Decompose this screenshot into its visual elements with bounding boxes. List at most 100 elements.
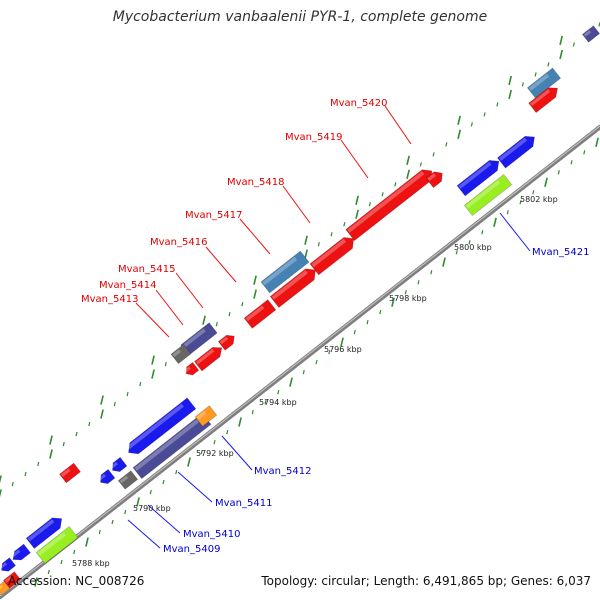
gene-gray-top[interactable]: [170, 343, 192, 365]
gene-mvan-5413[interactable]: [194, 343, 225, 372]
tick-upper-far: [100, 395, 104, 405]
tick-lower: [442, 257, 446, 267]
gene-lime-bottom[interactable]: [35, 526, 79, 564]
gene-labels-top: Mvan_5413 Mvan_5414 Mvan_5415 Mvan_5416 …: [81, 98, 387, 305]
tick-upper: [88, 421, 91, 427]
gene-mvan-5410[interactable]: [117, 470, 139, 490]
tick-upper: [330, 232, 333, 237]
tick-upper: [547, 62, 550, 67]
tick-lower: [595, 137, 599, 148]
tick-lower: [455, 250, 458, 255]
gene-red-top-right[interactable]: [528, 83, 562, 114]
tick-lower: [98, 529, 101, 535]
gene-red-left[interactable]: [59, 462, 81, 484]
tick-lower: [315, 360, 318, 365]
tick-lower: [149, 489, 152, 495]
tick-upper: [508, 89, 512, 100]
tick-lower: [506, 210, 509, 215]
gene-label-mvan-5410[interactable]: Mvan_5410: [183, 529, 240, 540]
gene-orange-bottom[interactable]: [0, 580, 11, 596]
tick-lower: [557, 170, 560, 175]
gene-label-mvan-5412[interactable]: Mvan_5412: [254, 466, 311, 477]
gene-label-mvan-5419[interactable]: Mvan_5419: [285, 132, 342, 143]
tick-upper: [445, 142, 448, 147]
tick-upper: [215, 322, 218, 327]
tick-upper-far: [406, 155, 410, 166]
tick-lower: [430, 270, 433, 275]
tick-upper-far: [253, 275, 257, 285]
tick-upper: [419, 162, 422, 167]
label-leader-lines: [127, 105, 531, 549]
tick-lower: [73, 549, 76, 555]
tick-upper: [304, 249, 308, 259]
tick-upper: [559, 49, 563, 60]
tick-upper: [534, 72, 537, 77]
gene-slate-corner[interactable]: [581, 25, 600, 43]
leader-mvan-5419: [340, 139, 369, 179]
gene-label-mvan-5416[interactable]: Mvan_5416: [150, 237, 207, 248]
tick-upper: [381, 192, 384, 197]
gene-blue-small-b[interactable]: [97, 468, 116, 486]
gene-mvan-5415[interactable]: [243, 299, 277, 329]
tick-lower: [111, 519, 114, 525]
genome-backbone: [0, 124, 600, 600]
gene-mvan-5411[interactable]: [132, 412, 212, 480]
gene-steel-top-right[interactable]: [526, 67, 562, 99]
tick-upper: [100, 409, 104, 419]
gene-blue-bottom-b[interactable]: [0, 557, 17, 575]
leader-mvan-5411: [177, 471, 213, 503]
tick-lower: [136, 497, 140, 507]
gene-label-mvan-5421[interactable]: Mvan_5421: [532, 247, 589, 258]
tick-lower: [404, 290, 407, 295]
gene-label-mvan-5418[interactable]: Mvan_5418: [227, 177, 284, 188]
gene-mvan-5417[interactable]: [309, 233, 358, 276]
tick-lower: [302, 370, 305, 375]
tick-lower: [226, 429, 229, 435]
gene-mvan-5416b[interactable]: [269, 264, 320, 308]
gene-label-mvan-5411[interactable]: Mvan_5411: [215, 498, 272, 509]
tick-upper: [406, 169, 410, 180]
tick-lower: [544, 177, 548, 187]
tick-lower: [60, 559, 63, 565]
tick-upper: [457, 129, 461, 140]
kbp-label-5792: 5792 kbp: [196, 449, 234, 458]
gene-label-mvan-5414[interactable]: Mvan_5414: [99, 280, 156, 291]
gene-red-small[interactable]: [217, 332, 237, 351]
gene-blue-right-b[interactable]: [456, 156, 503, 197]
gene-mvan-5411-blue[interactable]: [124, 397, 197, 458]
gene-mvan-5421[interactable]: [463, 174, 513, 216]
gene-mvan-5418[interactable]: [345, 165, 437, 241]
gene-red-tiny[interactable]: [183, 361, 200, 377]
tick-upper: [11, 481, 14, 487]
gene-blue-bottom-a[interactable]: [10, 543, 31, 564]
tick-lower: [532, 190, 535, 195]
tick-upper: [355, 209, 359, 219]
gene-red-bottom[interactable]: [2, 571, 22, 589]
tick-upper-far: [355, 195, 359, 205]
tick-upper: [317, 242, 320, 247]
leader-mvan-5410: [147, 504, 181, 534]
gene-mvan-5416[interactable]: [260, 250, 310, 294]
tick-upper-far: [202, 315, 206, 325]
gene-blue-right-a[interactable]: [497, 132, 538, 169]
map-title: Mycobacterium vanbaalenii PYR-1, complet…: [112, 9, 488, 25]
gene-label-mvan-5420[interactable]: Mvan_5420: [330, 98, 387, 109]
gene-label-mvan-5417[interactable]: Mvan_5417: [185, 210, 242, 221]
gene-label-mvan-5413[interactable]: Mvan_5413: [81, 294, 138, 305]
gene-mvan-5409[interactable]: [25, 514, 66, 549]
gene-blue-small-a[interactable]: [109, 456, 128, 474]
gene-mvan-5419[interactable]: [425, 168, 446, 189]
gene-label-mvan-5409[interactable]: Mvan_5409: [163, 544, 220, 555]
leader-mvan-5412: [221, 435, 253, 471]
gene-label-mvan-5415[interactable]: Mvan_5415: [118, 264, 175, 275]
leader-mvan-5409: [127, 519, 161, 549]
tick-lower: [251, 409, 254, 415]
kbp-label-5802: 5802 kbp: [520, 195, 558, 204]
gene-mvan-5412[interactable]: [194, 405, 218, 427]
tick-upper-far: [151, 355, 155, 365]
tick-upper: [394, 182, 397, 187]
leader-mvan-5416: [205, 246, 237, 283]
tick-upper-far: [49, 435, 53, 445]
